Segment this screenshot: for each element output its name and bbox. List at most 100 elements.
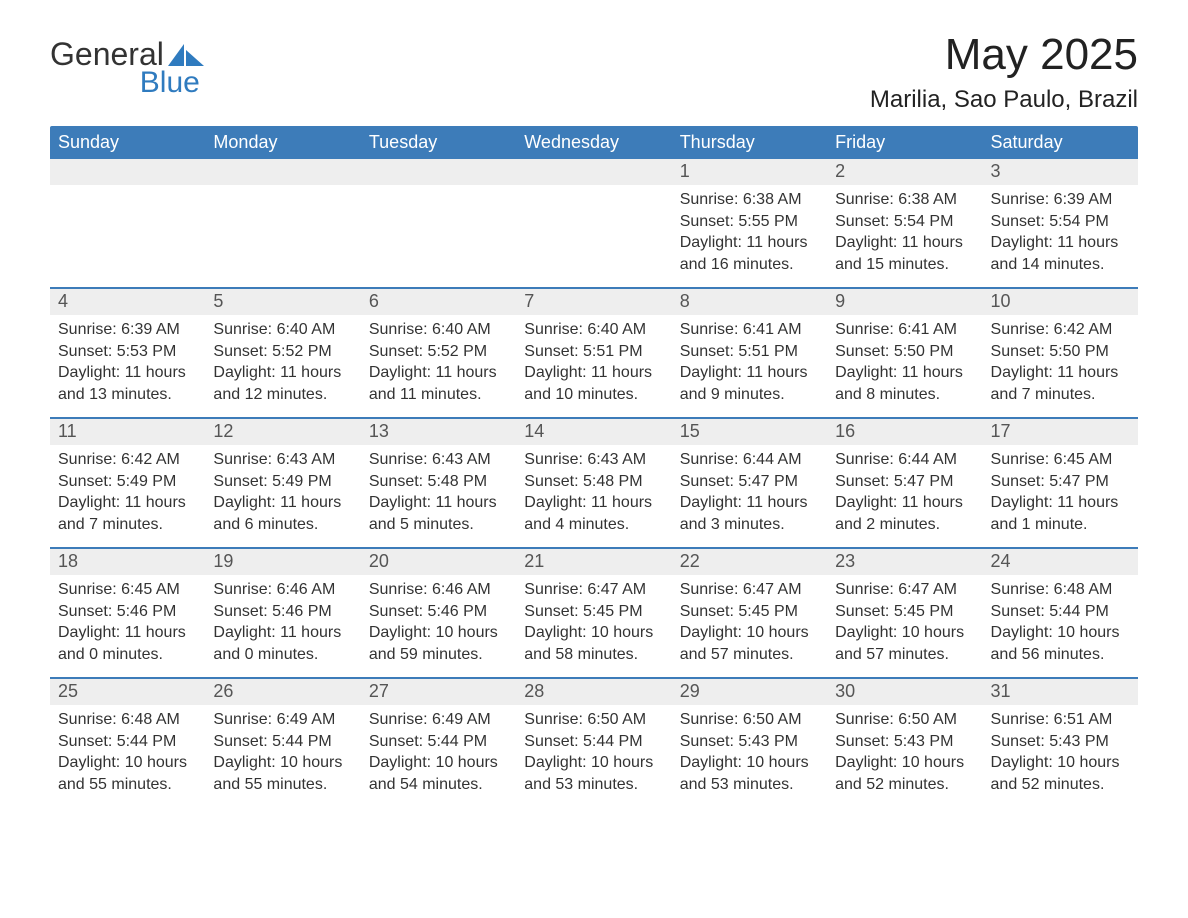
sunset-text: Sunset: 5:52 PM bbox=[213, 341, 354, 363]
sunset-text: Sunset: 5:49 PM bbox=[213, 471, 354, 493]
day-cell: 3Sunrise: 6:39 AMSunset: 5:54 PMDaylight… bbox=[983, 159, 1138, 287]
day-cell-blank: . bbox=[361, 159, 516, 287]
day-number: . bbox=[50, 159, 205, 185]
day-content: Sunrise: 6:45 AMSunset: 5:47 PMDaylight:… bbox=[983, 449, 1138, 535]
sunrise-text: Sunrise: 6:47 AM bbox=[524, 579, 665, 601]
day-content: Sunrise: 6:40 AMSunset: 5:51 PMDaylight:… bbox=[516, 319, 671, 405]
sunrise-text: Sunrise: 6:39 AM bbox=[58, 319, 199, 341]
sunrise-text: Sunrise: 6:45 AM bbox=[58, 579, 199, 601]
sunrise-text: Sunrise: 6:48 AM bbox=[58, 709, 199, 731]
daylight-text: Daylight: 11 hours and 2 minutes. bbox=[835, 492, 976, 535]
day-cell: 26Sunrise: 6:49 AMSunset: 5:44 PMDayligh… bbox=[205, 679, 360, 807]
daylight-text: Daylight: 10 hours and 53 minutes. bbox=[524, 752, 665, 795]
day-content: Sunrise: 6:43 AMSunset: 5:48 PMDaylight:… bbox=[516, 449, 671, 535]
weekday-thursday: Thursday bbox=[672, 126, 827, 159]
sunset-text: Sunset: 5:50 PM bbox=[835, 341, 976, 363]
sunset-text: Sunset: 5:47 PM bbox=[835, 471, 976, 493]
day-content: Sunrise: 6:46 AMSunset: 5:46 PMDaylight:… bbox=[205, 579, 360, 665]
sunset-text: Sunset: 5:54 PM bbox=[835, 211, 976, 233]
sunset-text: Sunset: 5:50 PM bbox=[991, 341, 1132, 363]
day-number: 22 bbox=[672, 549, 827, 575]
day-number: 7 bbox=[516, 289, 671, 315]
sunrise-text: Sunrise: 6:43 AM bbox=[369, 449, 510, 471]
daylight-text: Daylight: 11 hours and 5 minutes. bbox=[369, 492, 510, 535]
day-cell: 6 Sunrise: 6:40 AMSunset: 5:52 PMDaylight… bbox=[361, 289, 516, 417]
day-content: Sunrise: 6:46 AMSunset: 5:46 PMDaylight:… bbox=[361, 579, 516, 665]
day-cell-blank: . bbox=[205, 159, 360, 287]
day-cell: 16Sunrise: 6:44 AMSunset: 5:47 PMDayligh… bbox=[827, 419, 982, 547]
day-cell: 4Sunrise: 6:39 AMSunset: 5:53 PMDaylight… bbox=[50, 289, 205, 417]
day-number: 1 bbox=[672, 159, 827, 185]
sunset-text: Sunset: 5:51 PM bbox=[524, 341, 665, 363]
daylight-text: Daylight: 10 hours and 53 minutes. bbox=[680, 752, 821, 795]
day-number: 18 bbox=[50, 549, 205, 575]
week-row: ....1Sunrise: 6:38 AMSunset: 5:55 PMDayl… bbox=[50, 159, 1138, 287]
day-content: Sunrise: 6:43 AMSunset: 5:49 PMDaylight:… bbox=[205, 449, 360, 535]
day-number: 19 bbox=[205, 549, 360, 575]
day-cell: 31Sunrise: 6:51 AMSunset: 5:43 PMDayligh… bbox=[983, 679, 1138, 807]
daylight-text: Daylight: 10 hours and 52 minutes. bbox=[835, 752, 976, 795]
day-cell: 12Sunrise: 6:43 AMSunset: 5:49 PMDayligh… bbox=[205, 419, 360, 547]
day-cell: 13Sunrise: 6:43 AMSunset: 5:48 PMDayligh… bbox=[361, 419, 516, 547]
day-number: 26 bbox=[205, 679, 360, 705]
day-content: Sunrise: 6:41 AMSunset: 5:50 PMDaylight:… bbox=[827, 319, 982, 405]
sunrise-text: Sunrise: 6:40 AM bbox=[213, 319, 354, 341]
day-number: 11 bbox=[50, 419, 205, 445]
day-content: Sunrise: 6:42 AMSunset: 5:49 PMDaylight:… bbox=[50, 449, 205, 535]
sunset-text: Sunset: 5:45 PM bbox=[524, 601, 665, 623]
sunset-text: Sunset: 5:48 PM bbox=[524, 471, 665, 493]
day-cell: 14Sunrise: 6:43 AMSunset: 5:48 PMDayligh… bbox=[516, 419, 671, 547]
day-number: 15 bbox=[672, 419, 827, 445]
sunrise-text: Sunrise: 6:47 AM bbox=[680, 579, 821, 601]
sunrise-text: Sunrise: 6:42 AM bbox=[58, 449, 199, 471]
calendar-body: ....1Sunrise: 6:38 AMSunset: 5:55 PMDayl… bbox=[50, 159, 1138, 807]
day-content: Sunrise: 6:42 AMSunset: 5:50 PMDaylight:… bbox=[983, 319, 1138, 405]
sunset-text: Sunset: 5:51 PM bbox=[680, 341, 821, 363]
sunrise-text: Sunrise: 6:38 AM bbox=[835, 189, 976, 211]
sunrise-text: Sunrise: 6:50 AM bbox=[680, 709, 821, 731]
day-content: Sunrise: 6:50 AMSunset: 5:43 PMDaylight:… bbox=[827, 709, 982, 795]
day-content: Sunrise: 6:45 AMSunset: 5:46 PMDaylight:… bbox=[50, 579, 205, 665]
sunset-text: Sunset: 5:53 PM bbox=[58, 341, 199, 363]
weekday-saturday: Saturday bbox=[983, 126, 1138, 159]
sunrise-text: Sunrise: 6:40 AM bbox=[524, 319, 665, 341]
day-content: Sunrise: 6:49 AMSunset: 5:44 PMDaylight:… bbox=[361, 709, 516, 795]
sunrise-text: Sunrise: 6:41 AM bbox=[680, 319, 821, 341]
daylight-text: Daylight: 11 hours and 3 minutes. bbox=[680, 492, 821, 535]
daylight-text: Daylight: 10 hours and 55 minutes. bbox=[58, 752, 199, 795]
day-cell: 17Sunrise: 6:45 AMSunset: 5:47 PMDayligh… bbox=[983, 419, 1138, 547]
logo: General Blue bbox=[50, 30, 204, 100]
sunrise-text: Sunrise: 6:43 AM bbox=[213, 449, 354, 471]
daylight-text: Daylight: 10 hours and 57 minutes. bbox=[680, 622, 821, 665]
sunset-text: Sunset: 5:47 PM bbox=[680, 471, 821, 493]
day-cell: 30Sunrise: 6:50 AMSunset: 5:43 PMDayligh… bbox=[827, 679, 982, 807]
sunset-text: Sunset: 5:49 PM bbox=[58, 471, 199, 493]
sunset-text: Sunset: 5:45 PM bbox=[680, 601, 821, 623]
day-number: 6 bbox=[361, 289, 516, 315]
week-row: 11Sunrise: 6:42 AMSunset: 5:49 PMDayligh… bbox=[50, 417, 1138, 547]
daylight-text: Daylight: 11 hours and 11 minutes. bbox=[369, 362, 510, 405]
weekday-wednesday: Wednesday bbox=[516, 126, 671, 159]
day-number: 3 bbox=[983, 159, 1138, 185]
daylight-text: Daylight: 10 hours and 56 minutes. bbox=[991, 622, 1132, 665]
day-cell: 19 Sunrise: 6:46 AMSunset: 5:46 PMDayligh… bbox=[205, 549, 360, 677]
day-content: Sunrise: 6:47 AMSunset: 5:45 PMDaylight:… bbox=[516, 579, 671, 665]
sunset-text: Sunset: 5:46 PM bbox=[369, 601, 510, 623]
daylight-text: Daylight: 11 hours and 12 minutes. bbox=[213, 362, 354, 405]
day-cell: 23Sunrise: 6:47 AMSunset: 5:45 PMDayligh… bbox=[827, 549, 982, 677]
sunrise-text: Sunrise: 6:51 AM bbox=[991, 709, 1132, 731]
day-content: Sunrise: 6:48 AMSunset: 5:44 PMDaylight:… bbox=[983, 579, 1138, 665]
sunset-text: Sunset: 5:52 PM bbox=[369, 341, 510, 363]
day-cell: 20Sunrise: 6:46 AMSunset: 5:46 PMDayligh… bbox=[361, 549, 516, 677]
daylight-text: Daylight: 11 hours and 6 minutes. bbox=[213, 492, 354, 535]
day-content: Sunrise: 6:40 AMSunset: 5:52 PMDaylight:… bbox=[361, 319, 516, 405]
day-number: 24 bbox=[983, 549, 1138, 575]
day-number: 13 bbox=[361, 419, 516, 445]
sunrise-text: Sunrise: 6:50 AM bbox=[524, 709, 665, 731]
sunrise-text: Sunrise: 6:49 AM bbox=[369, 709, 510, 731]
day-number: 8 bbox=[672, 289, 827, 315]
daylight-text: Daylight: 11 hours and 9 minutes. bbox=[680, 362, 821, 405]
sunset-text: Sunset: 5:44 PM bbox=[991, 601, 1132, 623]
day-number: . bbox=[361, 159, 516, 185]
day-content: Sunrise: 6:44 AMSunset: 5:47 PMDaylight:… bbox=[827, 449, 982, 535]
